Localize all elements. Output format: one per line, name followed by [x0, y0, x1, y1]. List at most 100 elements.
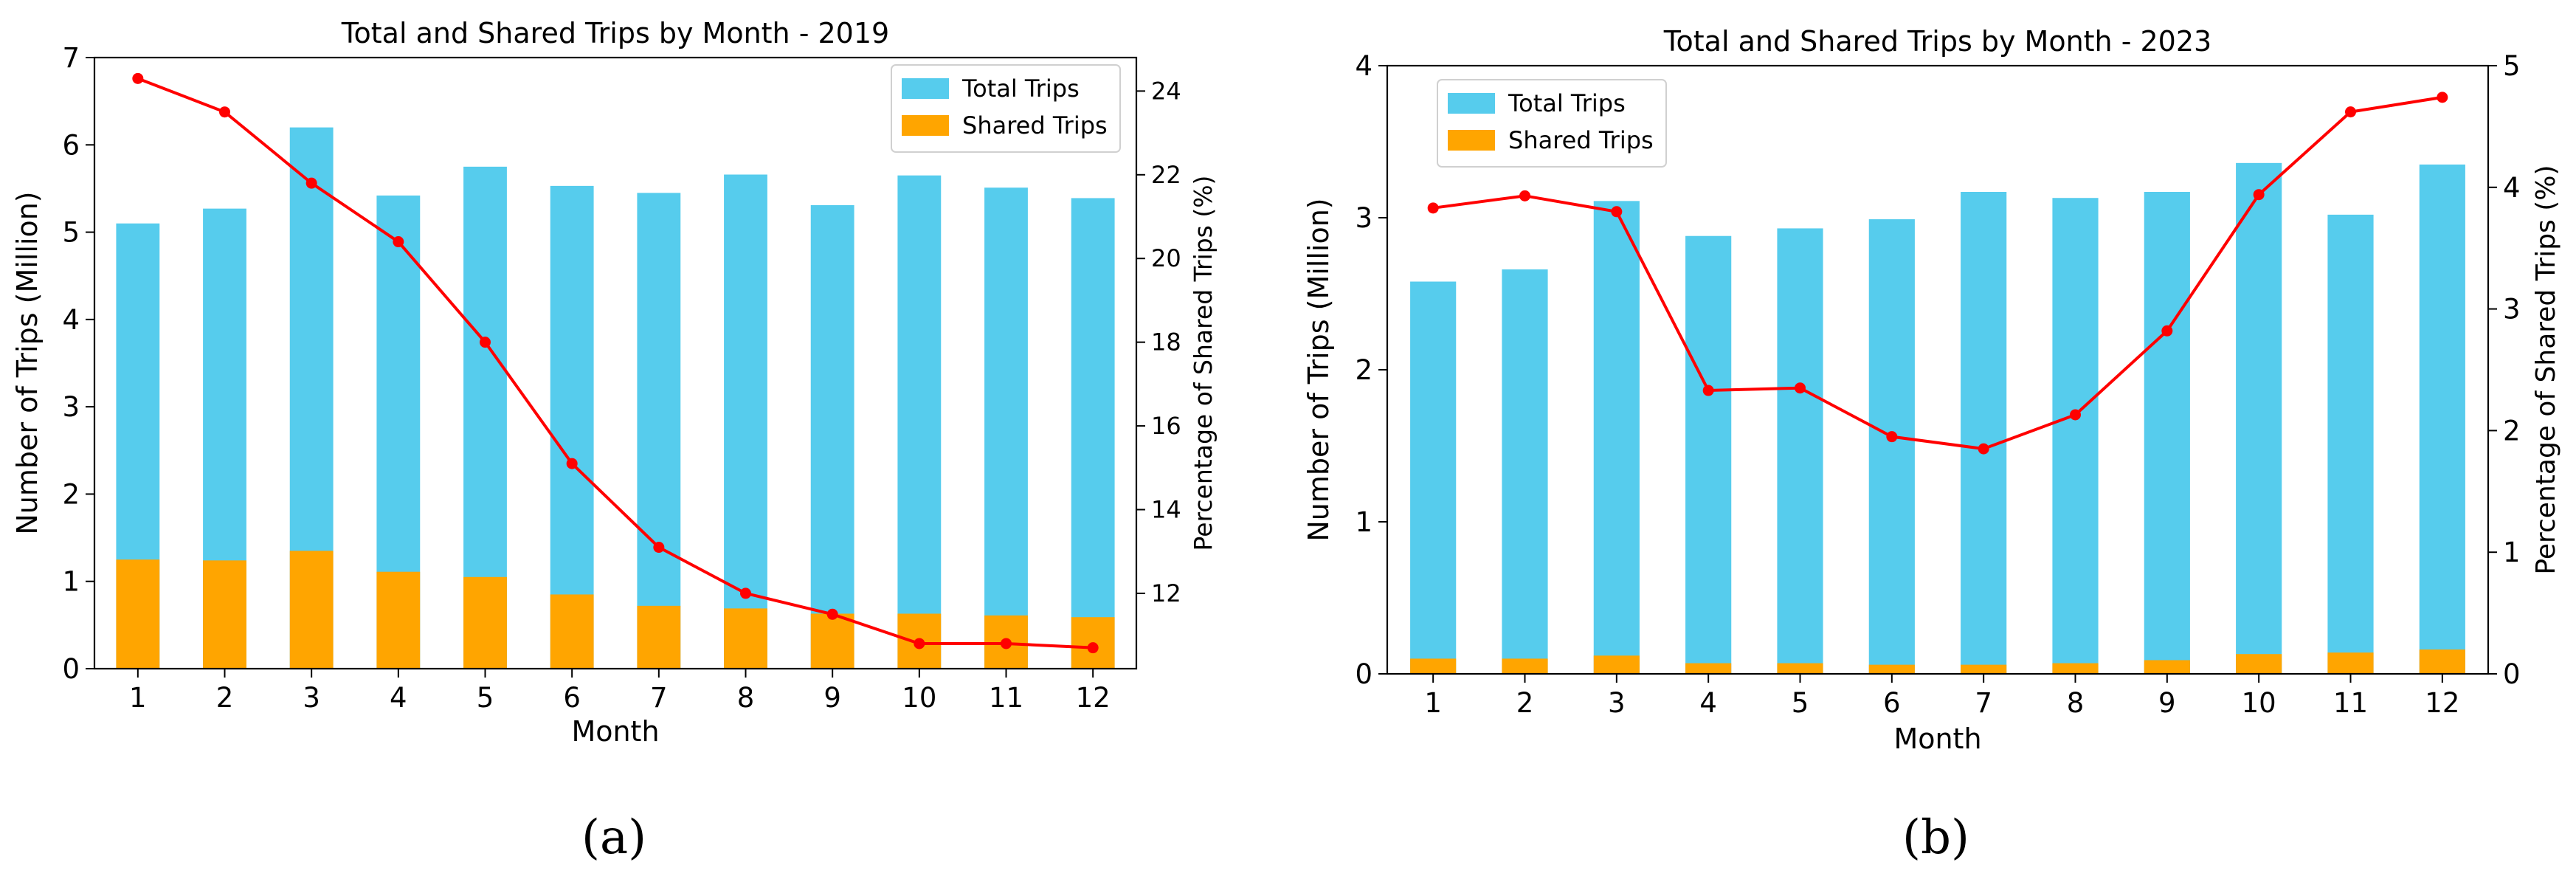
x-tick-label: 11	[989, 682, 1023, 714]
shared-percentage-point	[2437, 92, 2448, 103]
total-trips-bar	[2052, 198, 2099, 675]
y2-tick-label: 12	[1151, 579, 1181, 607]
shared-trips-bar	[637, 605, 681, 669]
x-axis-label: Month	[1893, 723, 1981, 755]
total-trips-bar	[984, 187, 1028, 669]
x-tick-label: 12	[2425, 687, 2459, 719]
shared-percentage-point	[393, 236, 404, 248]
shared-percentage-point	[480, 337, 491, 348]
x-axis-label: Month	[571, 715, 659, 748]
x-tick-label: 6	[563, 682, 581, 714]
shared-trips-bar	[1868, 664, 1915, 674]
y-tick-label: 6	[62, 129, 80, 161]
y-tick-label: 3	[1355, 202, 1372, 234]
legend-label: Total Trips	[961, 75, 1080, 103]
plot-frame	[93, 56, 1138, 670]
total-trips-bar	[2236, 162, 2282, 675]
y2-tick-label: 4	[2503, 172, 2521, 204]
y2-tick-label: 1	[2503, 537, 2521, 568]
legend-swatch	[1448, 130, 1495, 151]
y2-tick-label: 22	[1151, 161, 1181, 189]
x-tick-label: 12	[1076, 682, 1111, 714]
y2-tick-label: 14	[1151, 495, 1181, 523]
shared-percentage-point	[740, 587, 751, 599]
shared-percentage-point	[826, 608, 838, 620]
shared-trips-bar	[116, 559, 160, 669]
x-tick-label: 8	[737, 682, 755, 714]
total-trips-bar	[1685, 235, 1732, 675]
x-tick-label: 10	[2242, 687, 2276, 719]
total-trips-bar	[1502, 269, 1548, 674]
shared-percentage-point	[1087, 642, 1099, 654]
shared-percentage-line	[137, 77, 1094, 649]
shared-trips-bar	[2327, 652, 2374, 674]
y2-tick-label: 18	[1151, 328, 1181, 356]
y-tick-label: 4	[62, 304, 80, 336]
shared-percentage-point	[2070, 409, 2081, 421]
y-tick-label: 1	[1355, 506, 1372, 538]
total-trips-bar	[1410, 281, 1457, 674]
total-trips-bar	[637, 193, 681, 669]
x-tick-label: 2	[1516, 687, 1534, 719]
chart-title: Total and Shared Trips by Month - 2023	[1663, 25, 2211, 58]
shared-percentage-point	[566, 458, 578, 469]
y-tick-label: 7	[62, 42, 80, 74]
y2-axis-label: Percentage of Shared Trips (%)	[2531, 165, 2561, 574]
legend-label: Shared Trips	[1508, 126, 1654, 154]
x-tick-label: 1	[129, 682, 147, 714]
legend-swatch	[902, 78, 949, 99]
total-trips-bar	[1593, 201, 1640, 675]
x-tick-label: 9	[823, 682, 841, 714]
x-tick-label: 7	[650, 682, 668, 714]
panel-label-b: (b)	[1902, 810, 1969, 865]
shared-percentage-point	[1702, 385, 1714, 396]
y-axis-label: Number of Trips (Million)	[1302, 198, 1335, 541]
total-trips-bar	[1071, 198, 1115, 669]
shared-percentage-point	[1886, 431, 1898, 443]
x-tick-label: 4	[390, 682, 407, 714]
y-axis-label: Number of Trips (Million)	[11, 191, 44, 534]
x-tick-label: 4	[1699, 687, 1717, 719]
shared-percentage-point	[1519, 190, 1530, 201]
shared-trips-bar	[463, 576, 507, 669]
shared-percentage-line	[1432, 95, 2443, 451]
shared-percentage-point	[2253, 189, 2265, 201]
y2-tick-label: 24	[1151, 77, 1181, 105]
total-trips-bar	[2144, 191, 2190, 675]
x-tick-label: 5	[477, 682, 494, 714]
y-tick-label: 3	[62, 391, 80, 423]
x-tick-label: 7	[1975, 687, 1992, 719]
shared-trips-bar	[1410, 658, 1457, 674]
legend-swatch	[902, 115, 949, 136]
shared-trips-bar	[2419, 649, 2465, 674]
shared-trips-bar	[1593, 655, 1640, 674]
shared-percentage-point	[305, 177, 317, 189]
x-tick-label: 1	[1424, 687, 1442, 719]
y-tick-label: 0	[62, 653, 80, 685]
shared-trips-bar	[2236, 654, 2282, 674]
y2-tick-label: 2	[2503, 415, 2521, 447]
x-tick-label: 3	[1608, 687, 1626, 719]
shared-trips-bar	[376, 571, 421, 669]
x-tick-label: 9	[2158, 687, 2176, 719]
shared-percentage-point	[1001, 638, 1012, 649]
shared-percentage-point	[1427, 202, 1439, 214]
x-tick-label: 8	[2067, 687, 2085, 719]
x-tick-label: 10	[902, 682, 936, 714]
shared-trips-bar	[289, 551, 334, 669]
shared-percentage-point	[653, 542, 665, 554]
chart-title: Total and Shared Trips by Month - 2019	[341, 17, 889, 49]
total-trips-bar	[2419, 164, 2465, 674]
y2-tick-label: 0	[2503, 658, 2521, 690]
shared-trips-bar	[2052, 663, 2099, 674]
x-tick-label: 6	[1883, 687, 1901, 719]
shared-percentage-point	[132, 72, 144, 84]
shared-trips-bar	[810, 613, 854, 669]
shared-percentage-point	[1978, 443, 1989, 455]
legend-label: Total Trips	[1508, 89, 1626, 117]
panel-label-a: (a)	[581, 810, 647, 865]
total-trips-bar	[2327, 214, 2374, 674]
